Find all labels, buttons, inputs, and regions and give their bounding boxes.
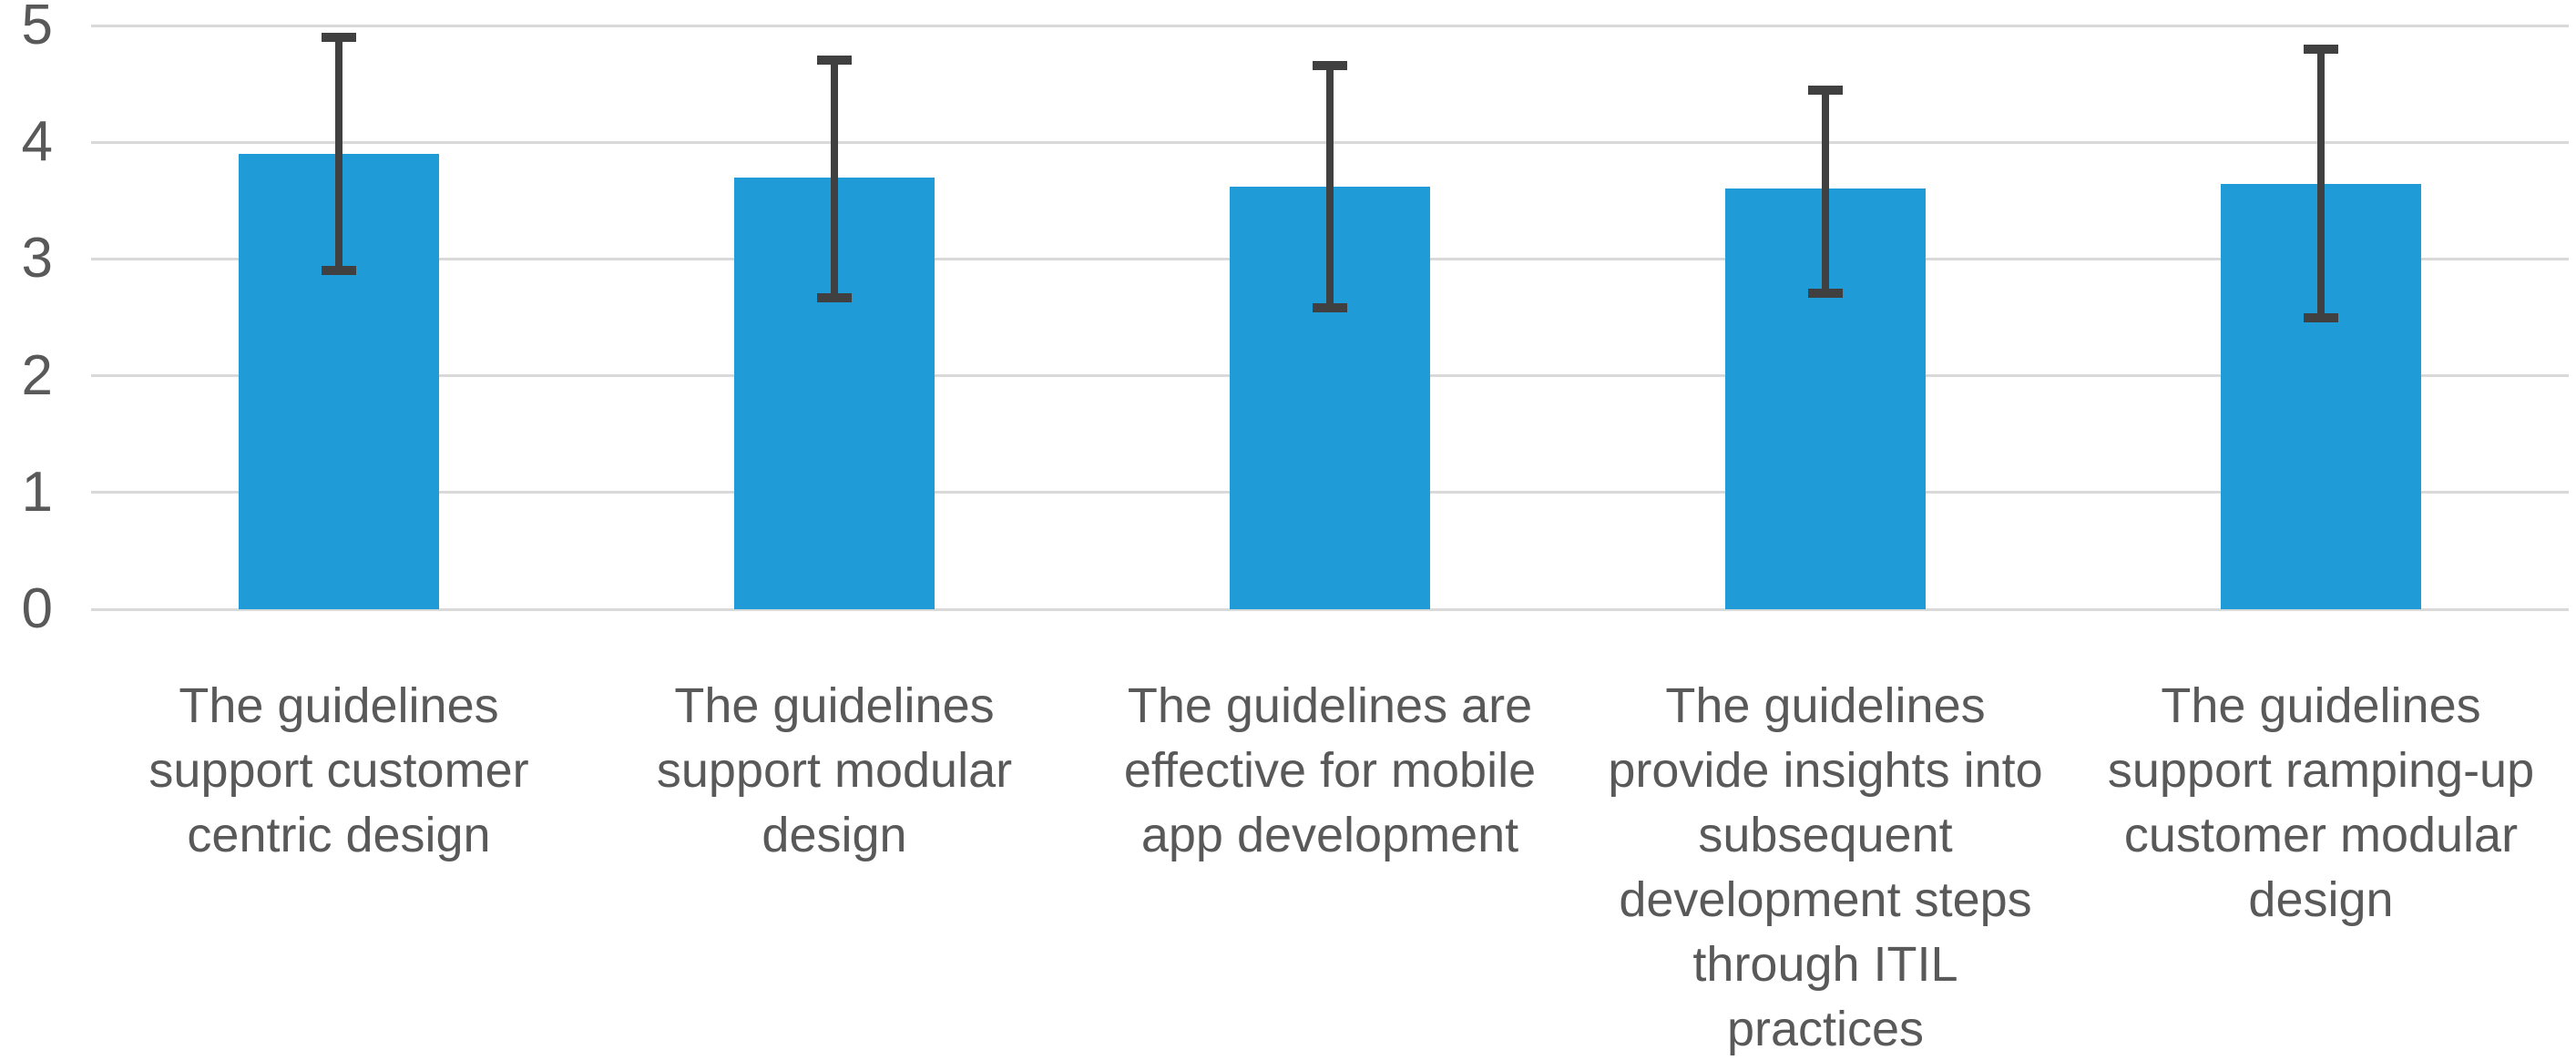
category-label: The guidelines are effective for mobile … xyxy=(1123,678,1537,862)
error-bar-cap-top xyxy=(817,56,852,66)
category-label: The guidelines support customer centric … xyxy=(148,678,529,862)
category-label: The guidelines support ramping-up custom… xyxy=(2107,678,2535,927)
gridline xyxy=(91,24,2569,27)
error-bar-line xyxy=(1326,65,1334,309)
error-bar-cap-bottom xyxy=(1808,288,1843,298)
error-bar-line xyxy=(1822,89,1829,293)
category-label: The guidelines support modular design xyxy=(656,678,1013,862)
y-tick-label: 4 xyxy=(21,110,53,174)
error-bar-line xyxy=(335,36,342,271)
error-bar-cap-bottom xyxy=(817,292,852,302)
error-bar-line xyxy=(831,60,838,298)
error-bar-cap-top xyxy=(2304,44,2338,54)
error-bar-cap-top xyxy=(1313,60,1347,70)
error-bar-cap-bottom xyxy=(2304,312,2338,322)
y-tick-label: 0 xyxy=(21,577,53,640)
error-bar-cap-bottom xyxy=(322,266,356,276)
gridline xyxy=(91,607,2569,611)
y-tick-label: 1 xyxy=(21,460,53,524)
y-tick-label: 3 xyxy=(21,227,53,290)
y-tick-label: 2 xyxy=(21,343,53,407)
error-bar-cap-top xyxy=(322,32,356,42)
error-bar-cap-top xyxy=(1808,85,1843,95)
y-tick-label: 5 xyxy=(21,0,53,56)
error-bar-cap-bottom xyxy=(1313,303,1347,313)
error-bar-line xyxy=(2317,48,2325,318)
category-label: The guidelines provide insights into sub… xyxy=(1608,678,2043,1056)
